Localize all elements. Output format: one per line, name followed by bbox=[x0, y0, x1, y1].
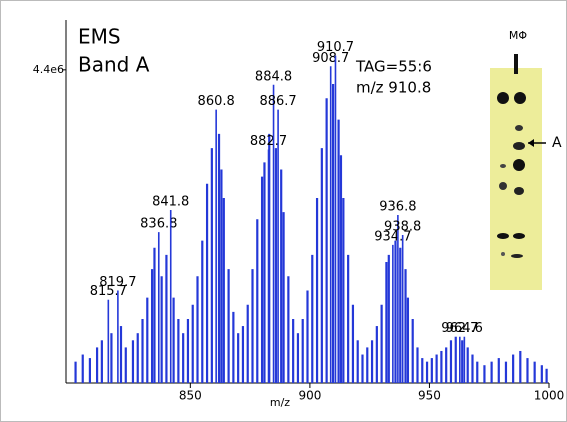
chart-subtitle: Band A bbox=[78, 53, 150, 77]
spot bbox=[497, 233, 509, 239]
annotation: m/z 910.8 bbox=[356, 79, 431, 97]
x-tick-label: 1000 bbox=[534, 389, 565, 403]
peak-label: 938.8 bbox=[384, 219, 421, 234]
spot bbox=[501, 252, 505, 256]
arrow-head bbox=[528, 139, 534, 147]
peak-label: 962.7 bbox=[441, 321, 478, 336]
spot bbox=[513, 142, 525, 150]
peak-label: 908.7 bbox=[312, 51, 349, 66]
peak-label: 841.8 bbox=[152, 195, 189, 210]
spot bbox=[513, 233, 525, 239]
spot bbox=[515, 125, 523, 131]
spot bbox=[511, 254, 523, 258]
inset-label: MΦ bbox=[509, 29, 527, 42]
tlc-plate bbox=[490, 68, 542, 290]
peak-label: 836.8 bbox=[140, 217, 177, 232]
chart-title: EMS bbox=[78, 25, 121, 49]
x-tick-label: 900 bbox=[298, 389, 321, 403]
peak-label: 964.6 bbox=[446, 321, 483, 336]
peak-label: 884.8 bbox=[255, 69, 292, 84]
annotation: TAG=55:6 bbox=[355, 58, 432, 76]
spot bbox=[499, 182, 507, 190]
inset-marker: A bbox=[552, 135, 562, 151]
peak-label: 882.7 bbox=[250, 134, 287, 149]
spot bbox=[500, 164, 506, 168]
peak-label: 860.8 bbox=[198, 94, 235, 109]
spot bbox=[513, 159, 525, 171]
x-axis-label: m/z bbox=[270, 396, 290, 409]
y-tick-label: 4.4e6 bbox=[33, 63, 64, 76]
spot bbox=[514, 187, 524, 195]
lane-marker bbox=[514, 54, 518, 74]
peak-label: 910.7 bbox=[317, 40, 354, 55]
peak-label: 936.8 bbox=[379, 200, 416, 215]
spot bbox=[497, 92, 509, 104]
x-tick-label: 950 bbox=[418, 389, 441, 403]
tlc-inset: MΦ A bbox=[490, 29, 562, 290]
x-tick-label: 850 bbox=[179, 389, 202, 403]
spot bbox=[514, 92, 526, 104]
peak-label: 886.7 bbox=[259, 94, 296, 109]
peak-label: 819.7 bbox=[99, 275, 136, 290]
